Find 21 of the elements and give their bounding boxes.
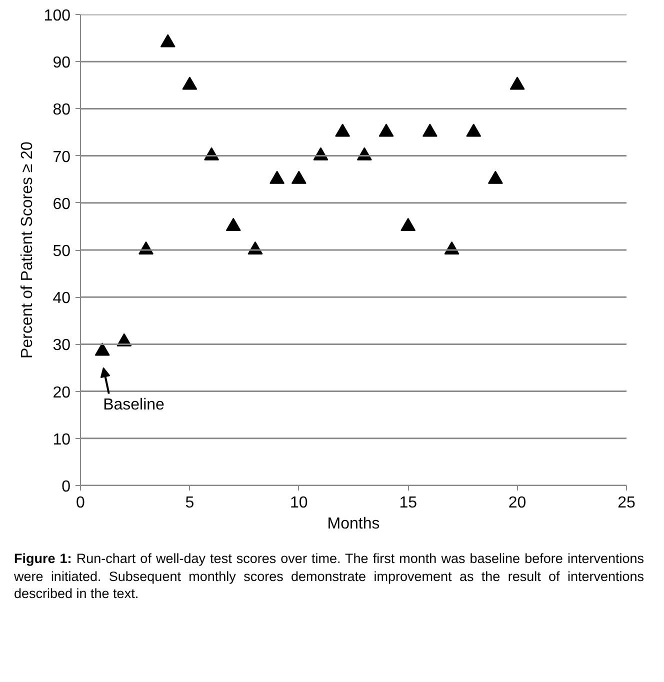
y-tick-label: 90 — [52, 54, 71, 72]
y-tick-label: 40 — [52, 290, 71, 308]
y-tick-label: 30 — [52, 337, 71, 354]
x-tick-label: 20 — [508, 494, 526, 512]
x-tick-label: 5 — [185, 494, 194, 512]
y-tick-label: 0 — [62, 478, 71, 496]
y-axis-title: Percent of Patient Scores ≥ 20 — [18, 141, 36, 358]
x-tick-label: 0 — [76, 494, 86, 512]
annotation: Baseline — [103, 396, 165, 414]
y-tick-label: 100 — [44, 8, 71, 24]
y-tick-label: 10 — [52, 431, 71, 448]
x-axis-title: Months — [327, 516, 380, 532]
y-tick-label: 50 — [52, 243, 71, 260]
y-tick-label: 20 — [52, 384, 71, 402]
x-tick-label: 15 — [399, 494, 418, 512]
x-tick-label: 10 — [290, 494, 308, 512]
caption: Figure 1: Run-chart of well-day test scores over time. The first month was baseline before interventions were initiated. Subsequent monthly scores demonstrate improvement as the result of interventions described in the text. — [14, 550, 644, 603]
y-tick-label: 60 — [52, 196, 71, 213]
y-tick-label: 70 — [52, 148, 71, 166]
y-tick-label: 80 — [52, 102, 71, 119]
x-tick-label: 25 — [618, 494, 636, 512]
